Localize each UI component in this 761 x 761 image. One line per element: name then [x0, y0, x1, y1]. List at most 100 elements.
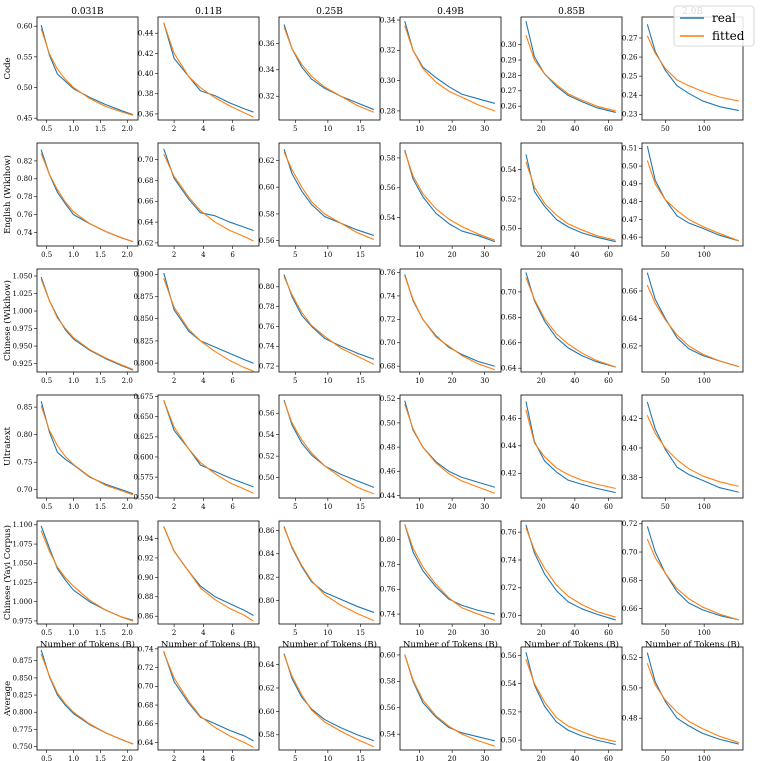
y-tick-label: 0.54 — [259, 431, 275, 439]
series-line-real — [404, 524, 496, 615]
series-line-fitted — [646, 160, 739, 242]
x-tick-label: 4 — [201, 503, 206, 511]
y-tick-label: 0.775 — [12, 726, 32, 734]
y-tick-label: 0.76 — [259, 323, 275, 331]
y-tick-label: 0.68 — [138, 177, 154, 185]
x-tick-label: 1.0 — [68, 377, 79, 385]
axes-frame — [520, 16, 623, 121]
y-tick-label: 0.600 — [133, 453, 153, 461]
x-tick-label: 10 — [323, 755, 332, 761]
axes-frame — [278, 394, 381, 499]
panel: 0.5 1.0 1.5 2.0 0.74 0.76 0.78 0.80 0.82 — [17, 142, 139, 259]
x-tick-label: 40 — [570, 377, 579, 385]
series-line-fitted — [283, 654, 375, 748]
x-tick-label: 2.0 — [122, 377, 133, 385]
y-tick-label: 0.36 — [259, 40, 275, 48]
y-tick-label: 0.85 — [17, 404, 33, 412]
y-tick-label: 0.64 — [138, 739, 154, 747]
series-line-real — [646, 24, 739, 112]
y-tick-label: 0.64 — [622, 315, 638, 323]
axes-frame — [278, 268, 381, 373]
series-line-real — [525, 272, 616, 368]
y-tick-label: 0.74 — [17, 229, 33, 237]
x-tick-label: 100 — [697, 629, 710, 637]
x-tick-label: 10 — [415, 503, 424, 511]
x-tick-label: 100 — [697, 251, 710, 259]
legend-fitted-label: fitted — [712, 29, 745, 43]
y-tick-label: 0.750 — [12, 743, 32, 751]
y-tick-label: 0.80 — [259, 597, 275, 605]
y-tick-label: 0.50 — [501, 737, 517, 745]
series-line-real — [163, 400, 254, 488]
x-tick-label: 10 — [415, 629, 424, 637]
column-title: 0.85B — [558, 7, 585, 17]
x-tick-label: 0.5 — [41, 377, 52, 385]
y-tick-label: 0.52 — [380, 395, 396, 403]
x-tick-label: 20 — [448, 755, 457, 761]
y-tick-label: 0.64 — [138, 218, 154, 226]
x-tick-label: 50 — [661, 377, 670, 385]
y-tick-label: 0.55 — [17, 53, 33, 61]
x-tick-label: 50 — [661, 251, 670, 259]
x-tick-label: 20 — [448, 377, 457, 385]
y-tick-label: 0.58 — [380, 678, 396, 686]
y-tick-label: 0.25 — [622, 73, 638, 81]
row-label: English (Wikihow) — [2, 155, 13, 234]
y-tick-label: 0.625 — [133, 433, 153, 441]
series-line-fitted — [404, 25, 496, 112]
x-tick-label: 1.5 — [95, 251, 106, 259]
x-axis-label: Number of Tokens (B) — [40, 639, 135, 650]
y-tick-label: 0.70 — [501, 612, 517, 620]
x-tick-label: 30 — [480, 125, 489, 133]
y-tick-label: 0.62 — [259, 157, 275, 165]
y-tick-label: 0.925 — [12, 360, 32, 368]
x-axis-label: Number of Tokens (B) — [403, 639, 498, 650]
row-label: Chinese (Wikihow) — [2, 280, 13, 361]
y-tick-label: 0.44 — [380, 492, 396, 500]
y-tick-label: 0.72 — [138, 664, 154, 672]
y-tick-label: 1.000 — [12, 307, 32, 315]
x-tick-label: 10 — [415, 755, 424, 761]
x-tick-label: 60 — [604, 503, 613, 511]
x-tick-label: 10 — [415, 251, 424, 259]
panel: 0.5 1.0 1.5 2.0 0.975 1.000 1.025 1.050 1.075 1.1… — [12, 520, 139, 650]
series-line-real — [404, 274, 496, 367]
y-tick-label: 0.58 — [380, 154, 396, 162]
panel: 20 40 60 0.50 0.52 0.54 0.56 — [501, 646, 623, 761]
y-tick-label: 0.62 — [138, 239, 154, 247]
x-tick-label: 20 — [537, 125, 546, 133]
y-tick-label: 0.74 — [380, 292, 396, 300]
series-line-real — [163, 526, 254, 616]
x-tick-label: 50 — [661, 629, 670, 637]
panel: 50 100 0.62 0.64 0.66 — [622, 268, 744, 385]
series-line-fitted — [40, 28, 134, 116]
x-tick-label: 40 — [570, 503, 579, 511]
axes-frame — [36, 16, 139, 121]
row-label: Code — [3, 57, 13, 79]
x-tick-label: 0.5 — [41, 251, 52, 259]
x-tick-label: 100 — [697, 125, 710, 133]
series-line-fitted — [283, 151, 375, 240]
series-line-fitted — [646, 538, 739, 621]
y-tick-label: 0.800 — [12, 709, 32, 717]
series-line-real — [40, 649, 134, 745]
y-tick-label: 0.94 — [138, 535, 154, 543]
series-line-real — [525, 21, 616, 113]
y-tick-label: 1.050 — [12, 272, 32, 280]
y-tick-label: 1.050 — [12, 560, 32, 568]
y-tick-label: 0.75 — [17, 459, 33, 467]
y-tick-label: 0.66 — [622, 605, 638, 613]
series-line-fitted — [646, 415, 739, 487]
panel: 5 10 15 0.58 0.60 0.62 0.64 — [259, 646, 381, 761]
x-tick-label: 10 — [323, 251, 332, 259]
x-tick-label: 0.5 — [41, 755, 52, 761]
y-tick-label: 0.30 — [501, 41, 517, 49]
y-tick-label: 0.76 — [380, 586, 396, 594]
y-tick-label: 0.44 — [138, 30, 154, 38]
x-tick-label: 15 — [356, 629, 365, 637]
x-tick-label: 30 — [480, 251, 489, 259]
panel: 0.5 1.0 1.5 2.0 0.70 0.75 0.80 0.85 — [17, 394, 139, 511]
axes-frame — [641, 394, 744, 499]
axes-frame — [36, 520, 139, 625]
